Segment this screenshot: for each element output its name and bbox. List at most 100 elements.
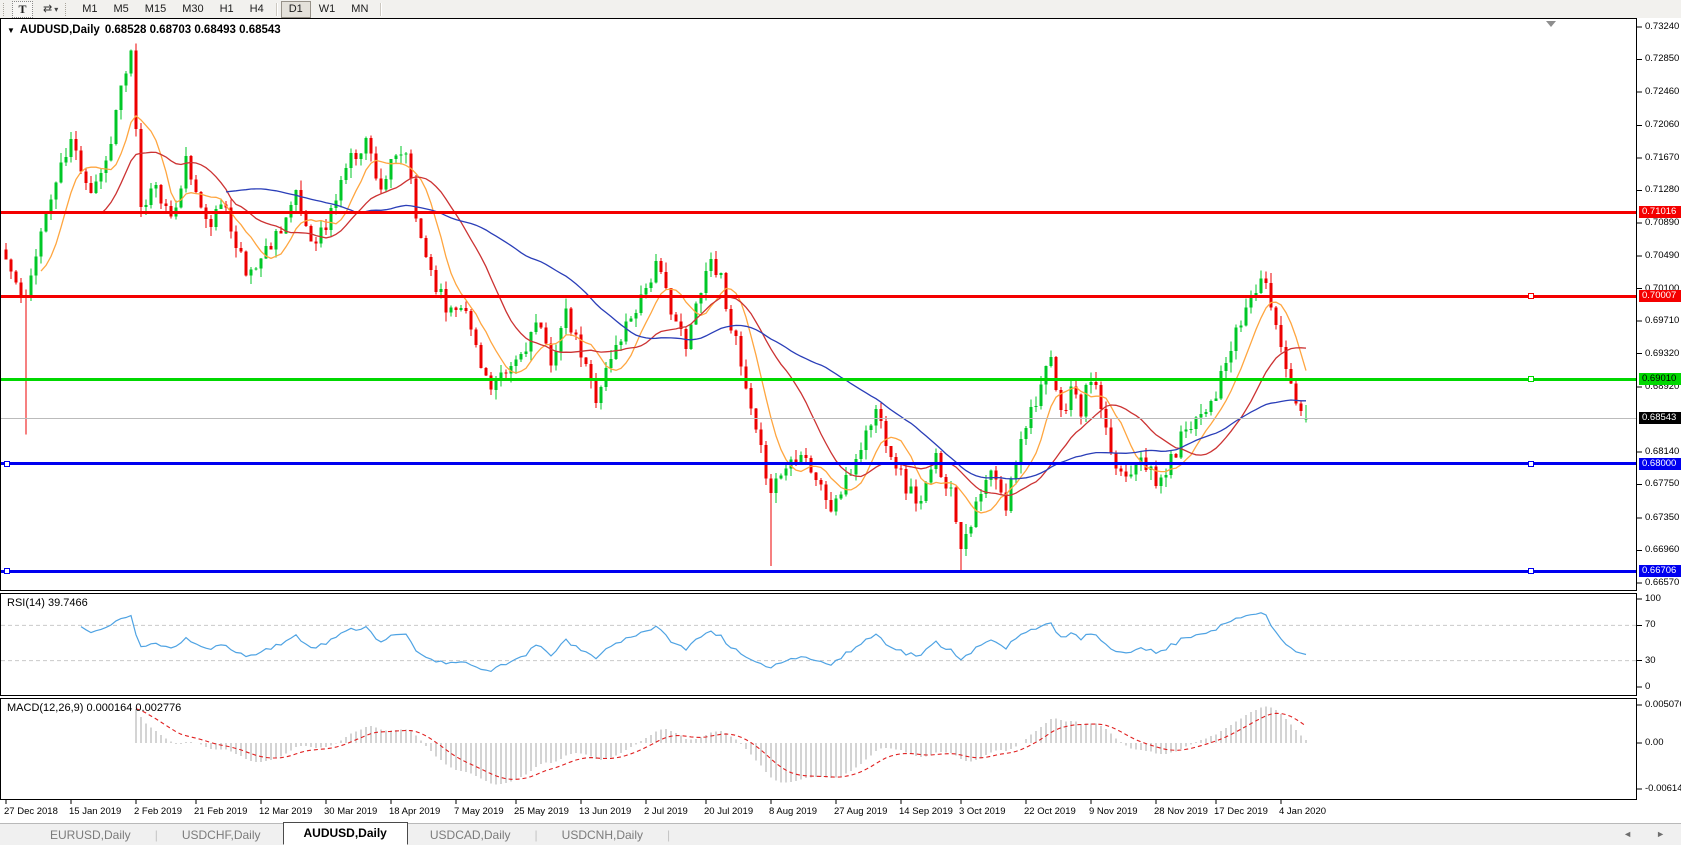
rsi-line (80, 612, 1307, 673)
date-axis-label: 25 May 2019 (514, 806, 569, 817)
price-tick-label: 0.70490 (1645, 250, 1680, 262)
price-tick-label: 0.69320 (1645, 347, 1680, 359)
toolbar: T ⇄ ▾ M1 M5 M15 M30 H1 H4 D1 W1 MN (0, 0, 1681, 19)
level-price-axis-label: 0.68000 (1639, 457, 1681, 470)
price-tick-label: 0.71280 (1645, 184, 1680, 196)
symbol-tabbar: EURUSD,Daily | USDCHF,Daily AUDUSD,Daily USD… (0, 821, 1681, 845)
hline-069010[interactable] (1, 377, 1636, 381)
timeframe-button-w1[interactable]: W1 (318, 2, 336, 15)
price-tick-label: 0.70100 (1645, 282, 1680, 294)
tab-separator: | (534, 827, 538, 842)
date-axis-label: 2 Jul 2019 (644, 806, 688, 817)
price-tick-label: 0.68920 (1645, 380, 1680, 392)
rsi-panel[interactable] (0, 593, 1637, 696)
macd-tick-label: 0.005076 (1645, 698, 1681, 710)
price-tick-label: 0.67750 (1645, 478, 1680, 490)
macd-histogram (135, 706, 1307, 785)
price-panel[interactable] (0, 18, 1637, 591)
hline-handle-right[interactable] (1528, 568, 1534, 575)
date-axis-label: 20 Jul 2019 (704, 806, 754, 817)
chart-title: ▼ AUDUSD,Daily 0.68528 0.68703 0.68493 0… (7, 24, 281, 36)
date-axis-label: 30 Mar 2019 (324, 806, 378, 817)
hline-071016[interactable] (1, 210, 1636, 214)
chart-collapse-icon[interactable]: ▼ (7, 25, 15, 35)
ma-medium-red (100, 151, 1307, 497)
level-price-axis-label: 0.70007 (1639, 290, 1681, 303)
date-axis-label: 27 Aug 2019 (834, 806, 888, 817)
candles-layer (4, 43, 1308, 572)
toolbar-grip[interactable] (3, 2, 8, 16)
timeframe-button-h4[interactable]: H4 (249, 2, 264, 15)
price-tick-label: 0.71670 (1645, 151, 1680, 163)
price-tick-label: 0.70890 (1645, 216, 1680, 228)
timeframe-button-d1[interactable]: D1 (280, 0, 311, 18)
axis-ticks (5, 26, 1642, 804)
rsi-tick-label: 30 (1645, 654, 1656, 666)
timeframe-button-mn[interactable]: MN (351, 2, 369, 15)
hline-handle-left[interactable] (4, 568, 10, 575)
current-price-axis-label: 0.68543 (1639, 412, 1681, 425)
price-tick-label: 0.73240 (1645, 21, 1680, 32)
tab-usdcad-daily[interactable]: USDCAD,Daily (429, 827, 511, 842)
hline-handle-left[interactable] (4, 460, 10, 467)
macd-name: MACD(12,26,9) (7, 702, 84, 714)
date-axis-label: 8 Aug 2019 (769, 806, 818, 817)
tab-eurusd-daily[interactable]: EURUSD,Daily (50, 827, 131, 842)
hline-068000[interactable] (1, 462, 1636, 466)
date-axis-label: 2 Feb 2019 (134, 806, 183, 817)
tabs-scroll-left-button[interactable]: ◄ (1623, 829, 1633, 839)
level-price-axis-label: 0.66706 (1639, 565, 1681, 578)
macd-header: MACD(12,26,9) 0.000164 0.002776 (7, 702, 181, 714)
timeframe-button-m1[interactable]: M1 (82, 2, 98, 15)
date-axis-label: 17 Dec 2019 (1214, 806, 1268, 817)
rsi-name: RSI(14) (7, 597, 45, 609)
tab-audusd-daily[interactable]: AUDUSD,Daily (282, 821, 408, 845)
tab-usdcnh-daily[interactable]: USDCNH,Daily (561, 827, 644, 842)
text-tool-button[interactable]: T (12, 0, 33, 18)
timeframe-button-m5[interactable]: M5 (113, 2, 129, 15)
macd-panel[interactable] (0, 698, 1637, 800)
date-axis-label: 3 Oct 2019 (959, 806, 1006, 817)
timeframe-button-m30[interactable]: M30 (182, 2, 204, 15)
chart-area: ▼ AUDUSD,Daily 0.68528 0.68703 0.68493 0… (0, 18, 1681, 823)
hline-070007[interactable] (1, 294, 1636, 298)
chart-shift-marker[interactable] (1546, 21, 1556, 27)
candlestick-chart-canvas[interactable] (0, 18, 1681, 823)
rsi-tick-label: 100 (1645, 593, 1661, 604)
hline-handle-right[interactable] (1528, 376, 1534, 383)
date-axis-label: 21 Feb 2019 (194, 806, 248, 817)
price-tick-label: 0.72460 (1645, 85, 1680, 97)
price-tick-label: 0.72850 (1645, 53, 1680, 65)
date-axis-label: 9 Nov 2019 (1089, 806, 1138, 817)
price-tick-label: 0.67350 (1645, 511, 1680, 523)
date-axis-label: 22 Oct 2019 (1024, 806, 1076, 817)
rsi-tick-label: 0 (1645, 681, 1651, 692)
timeframe-button-m15[interactable]: M15 (144, 2, 167, 15)
date-axis-label: 7 May 2019 (454, 806, 504, 817)
date-axis-label: 12 Mar 2019 (259, 806, 313, 817)
macd-values: 0.000164 0.002776 (86, 702, 182, 714)
price-tick-label: 0.66960 (1645, 544, 1680, 556)
date-axis-label: 4 Jan 2020 (1279, 806, 1327, 817)
level-price-axis-label: 0.69010 (1639, 373, 1681, 386)
tab-separator: | (154, 827, 158, 842)
hline-handle-right[interactable] (1528, 460, 1534, 467)
hline-066706[interactable] (1, 569, 1636, 573)
tab-usdchf-daily[interactable]: USDCHF,Daily (181, 827, 261, 842)
date-axis-label: 18 Apr 2019 (389, 806, 441, 817)
price-tick-label: 0.69710 (1645, 315, 1680, 327)
price-tick-label: 0.66570 (1645, 576, 1680, 588)
dropdown-caret-icon: ▾ (54, 4, 59, 14)
hline-handle-right[interactable] (1528, 293, 1534, 300)
tab-separator: | (667, 827, 671, 842)
macd-tick-label: 0.00 (1645, 737, 1664, 748)
chart-ohlc-readout: 0.68528 0.68703 0.68493 0.68543 (104, 24, 281, 36)
arrows-tool-button[interactable]: ⇄ ▾ (39, 2, 62, 17)
tabs-scroll-right-button[interactable]: ► (1656, 829, 1665, 839)
price-tick-label: 0.72060 (1645, 119, 1680, 131)
date-axis-label: 14 Sep 2019 (899, 806, 953, 817)
timeframe-button-h1[interactable]: H1 (219, 2, 234, 15)
toolbar-grip[interactable] (65, 2, 70, 16)
ma-fast-orange (40, 114, 1307, 514)
